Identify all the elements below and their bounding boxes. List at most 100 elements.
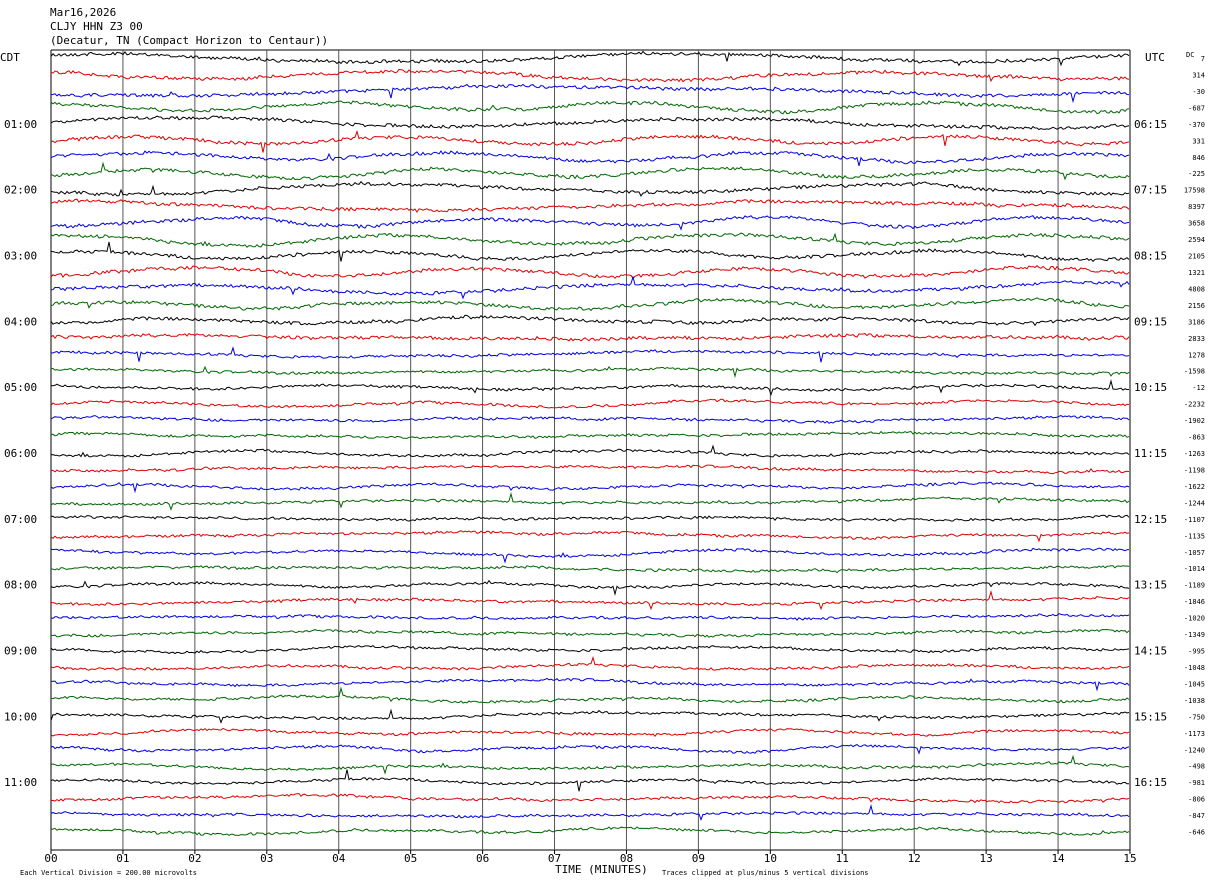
dc-offset-18: 1278	[1188, 351, 1205, 359]
trace-lines	[50, 50, 1130, 836]
trace-8-black	[50, 180, 1130, 197]
dc-offset-35: -1349	[1184, 631, 1205, 639]
dc-offset-47: -646	[1188, 829, 1205, 837]
trace-24-black	[50, 444, 1130, 458]
clip-note: Traces clipped at plus/minus 5 vertical …	[662, 869, 869, 877]
dc-offset-44: -981	[1188, 779, 1205, 787]
header-location: (Decatur, TN (Compact Horizon to Centaur…	[50, 34, 328, 47]
dc-offset-24: -1263	[1184, 450, 1205, 458]
dc-offset-39: -1038	[1184, 697, 1205, 705]
left-time-label-0: 01:00	[4, 118, 37, 131]
left-time-label-6: 07:00	[4, 513, 37, 526]
trace-37-red	[50, 655, 1130, 671]
header-station: CLJY HHN Z3 00	[50, 20, 143, 33]
right-time-label-4: 10:15	[1134, 381, 1167, 394]
left-time-label-4: 05:00	[4, 381, 37, 394]
dc-offset-25: -1198	[1184, 466, 1205, 474]
right-time-labels: 06:15 07:15 08:15 09:15 10:15 11:15 12:15 13:15…	[1134, 118, 1167, 789]
trace-26-blue	[50, 481, 1130, 494]
right-time-label-10: 16:15	[1134, 776, 1167, 789]
dc-offset-14: 4808	[1188, 285, 1205, 293]
trace-11-green	[50, 232, 1130, 248]
trace-0-black	[50, 50, 1130, 67]
trace-42-blue	[50, 744, 1130, 755]
trace-39-green	[50, 686, 1130, 704]
x-axis-ticks: 00 01 02 03 04 05 06 07 08 09 10 11 12 13 14 15	[44, 850, 1137, 865]
trace-22-blue	[50, 415, 1130, 424]
trace-19-green	[50, 365, 1130, 379]
left-time-label-5: 06:00	[4, 447, 37, 460]
right-time-label-5: 11:15	[1134, 447, 1167, 460]
trace-14-blue	[50, 275, 1130, 300]
trace-9-red	[50, 198, 1130, 214]
dc-offset-46: -847	[1188, 812, 1205, 820]
dc-offset-21: -2232	[1184, 401, 1205, 409]
trace-5-red	[50, 129, 1130, 153]
x-tick-label-4: 04	[332, 852, 346, 865]
trace-30-blue	[50, 547, 1130, 564]
right-time-label-2: 08:15	[1134, 250, 1167, 263]
trace-20-black	[50, 379, 1130, 396]
dc-offset-labels: 7 314 -30 -687 -370 331 846 -225 17598 8397 3658 25…	[1184, 55, 1205, 837]
trace-28-black	[50, 514, 1130, 522]
dc-offset-2: -30	[1192, 88, 1205, 96]
dc-offset-26: -1622	[1184, 483, 1205, 491]
dc-offset-19: -1598	[1184, 368, 1205, 376]
dc-offset-10: 3658	[1188, 220, 1205, 228]
x-tick-label-12: 12	[908, 852, 921, 865]
dc-offset-20: -12	[1192, 384, 1205, 392]
trace-32-black	[50, 579, 1130, 596]
right-time-label-3: 09:15	[1134, 315, 1167, 328]
dc-offset-8: 17598	[1184, 187, 1205, 195]
trace-17-red	[50, 332, 1130, 342]
dc-offset-0: 7	[1201, 55, 1205, 63]
left-time-label-10: 11:00	[4, 776, 37, 789]
x-axis-label: TIME (MINUTES)	[555, 863, 648, 876]
x-tick-label-13: 13	[980, 852, 993, 865]
trace-41-red	[50, 727, 1130, 737]
dc-offset-15: 2156	[1188, 302, 1205, 310]
x-tick-label-6: 06	[476, 852, 489, 865]
dc-offset-9: 8397	[1188, 203, 1205, 211]
x-tick-label-9: 09	[692, 852, 705, 865]
trace-33-red	[51, 589, 1130, 611]
trace-18-blue	[50, 346, 1130, 363]
dc-offset-37: -1048	[1184, 664, 1205, 672]
dc-offset-40: -750	[1188, 713, 1205, 721]
right-time-label-8: 14:15	[1134, 645, 1167, 658]
trace-16-black	[50, 314, 1130, 327]
dc-offset-23: -863	[1188, 434, 1205, 442]
left-time-label-9: 10:00	[4, 710, 37, 723]
dc-offset-22: -1902	[1184, 417, 1205, 425]
dc-offset-header: DC	[1186, 51, 1194, 59]
right-time-label-7: 13:15	[1134, 579, 1167, 592]
x-tick-label-14: 14	[1051, 852, 1065, 865]
trace-25-red	[51, 464, 1130, 475]
dc-offset-11: 2594	[1188, 236, 1205, 244]
trace-1-red	[50, 68, 1130, 83]
left-time-labels: 01:00 02:00 03:00 04:00 05:00 06:00 07:00 08:00…	[4, 118, 37, 789]
left-time-label-2: 03:00	[4, 250, 37, 263]
dc-offset-1: 314	[1192, 71, 1205, 79]
trace-4-black	[50, 115, 1130, 131]
dc-offset-27: -1244	[1184, 499, 1205, 507]
trace-7-green	[50, 161, 1130, 181]
trace-38-blue	[50, 677, 1130, 692]
x-tick-label-0: 00	[44, 852, 57, 865]
trace-21-red	[50, 398, 1130, 409]
dc-offset-31: -1014	[1184, 565, 1205, 573]
x-tick-label-5: 05	[404, 852, 417, 865]
dc-offset-28: -1107	[1184, 516, 1205, 524]
trace-47-green	[50, 826, 1130, 836]
trace-15-green	[50, 297, 1130, 312]
header-date: Mar16,2026	[50, 6, 116, 19]
dc-offset-30: -1057	[1184, 549, 1205, 557]
trace-40-black	[50, 708, 1130, 724]
trace-44-black	[50, 769, 1130, 792]
left-timezone-label: CDT	[0, 51, 20, 64]
x-tick-label-8: 08	[620, 852, 633, 865]
time-grid	[50, 49, 1131, 851]
dc-offset-45: -806	[1188, 796, 1205, 804]
x-tick-label-7: 07	[548, 852, 561, 865]
